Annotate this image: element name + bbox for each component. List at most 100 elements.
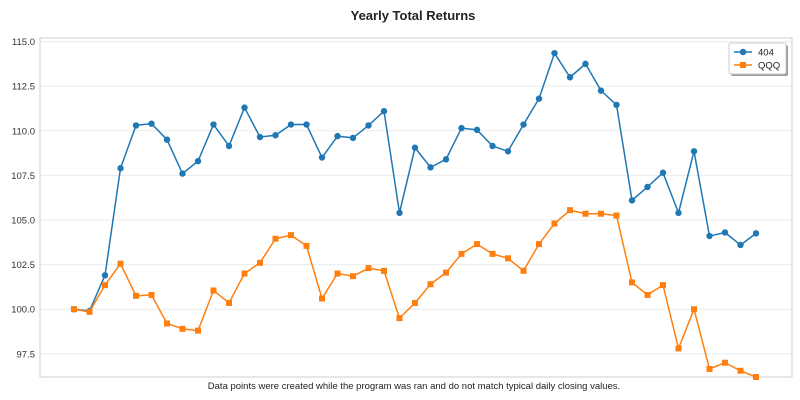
data-point — [210, 121, 217, 128]
data-point — [349, 134, 357, 142]
data-point — [566, 74, 574, 81]
data-point — [210, 287, 217, 294]
series-line — [73, 209, 757, 378]
data-point — [567, 207, 573, 214]
legend-marker — [739, 48, 747, 56]
data-point — [675, 345, 682, 352]
data-point — [365, 265, 372, 272]
data-point — [644, 183, 651, 191]
data-point — [752, 230, 760, 237]
data-point — [179, 325, 186, 332]
data-point — [272, 132, 279, 139]
data-point — [86, 308, 93, 315]
data-point — [396, 209, 403, 217]
legend-marker — [740, 62, 746, 68]
data-point — [117, 260, 124, 267]
data-point — [195, 327, 201, 334]
data-point — [474, 241, 480, 248]
data-point — [319, 295, 325, 302]
data-point — [442, 156, 450, 163]
data-point — [489, 250, 496, 257]
y-tick-label: 105.0 — [11, 215, 35, 226]
x-axis-label: Data points were created while the progr… — [208, 381, 620, 392]
data-point — [675, 209, 682, 217]
data-point — [148, 291, 155, 298]
data-point — [102, 282, 108, 289]
data-point — [551, 49, 558, 57]
data-point — [287, 121, 295, 128]
data-point — [597, 87, 605, 94]
data-point — [194, 157, 202, 165]
data-point — [690, 148, 698, 155]
data-point — [536, 241, 542, 248]
series-first — [70, 49, 760, 315]
data-point — [489, 142, 496, 150]
y-tick-label: 112.5 — [12, 82, 35, 93]
plot-frame — [39, 37, 793, 378]
y-tick-label: 115.0 — [12, 37, 35, 48]
series-second — [71, 207, 759, 380]
data-point — [613, 101, 620, 109]
data-point — [706, 365, 713, 372]
y-tick-label: 97.5 — [17, 349, 36, 360]
y-tick-label: 102.5 — [11, 260, 35, 271]
data-point — [737, 367, 744, 374]
data-point — [179, 170, 186, 177]
data-point — [117, 165, 124, 172]
data-point — [225, 142, 233, 150]
data-point — [644, 291, 651, 298]
data-point — [396, 315, 403, 322]
data-point — [365, 122, 372, 129]
data-point — [303, 242, 310, 249]
series — [70, 49, 760, 380]
data-point — [334, 132, 341, 140]
data-point — [350, 273, 356, 280]
data-point — [613, 212, 620, 219]
y-axis-ticks: 97.5 100.0 102.5 105.0 107.5 110.0 112.5 115.0 — [11, 37, 35, 360]
data-point — [722, 359, 728, 366]
data-point — [303, 121, 310, 128]
data-point — [101, 272, 109, 279]
data-point — [458, 124, 465, 132]
data-point — [473, 126, 481, 134]
data-point — [132, 122, 140, 129]
data-point — [380, 107, 388, 115]
data-point — [411, 144, 419, 151]
data-point — [318, 154, 326, 161]
data-point — [133, 292, 139, 299]
data-point — [427, 164, 434, 171]
data-point — [520, 121, 527, 128]
data-point — [582, 210, 589, 217]
data-point — [427, 281, 434, 288]
data-point — [721, 229, 729, 236]
data-point — [163, 136, 171, 143]
data-point — [691, 306, 697, 313]
data-point — [272, 235, 279, 242]
data-point — [598, 210, 604, 217]
data-point — [706, 232, 713, 240]
chart-title: Yearly Total Returns — [351, 8, 476, 23]
data-point — [737, 241, 744, 249]
data-point — [148, 120, 155, 127]
y-tick-label: 110.0 — [12, 126, 35, 137]
grid — [40, 41, 792, 355]
data-point — [381, 267, 387, 274]
data-point — [504, 148, 512, 155]
data-point — [458, 250, 465, 257]
legend-label: QQQ — [758, 61, 780, 72]
data-point — [582, 60, 589, 68]
data-point — [551, 220, 558, 227]
data-point — [412, 299, 418, 306]
legend-label: 404 — [758, 48, 774, 59]
y-tick-label: 107.5 — [11, 171, 35, 182]
data-point — [520, 267, 527, 274]
data-point — [535, 95, 543, 102]
legend: 404 QQQ — [728, 42, 788, 76]
data-point — [629, 279, 635, 286]
data-point — [226, 299, 232, 306]
series-line — [73, 52, 757, 312]
data-point — [753, 374, 759, 380]
data-point — [256, 133, 264, 141]
